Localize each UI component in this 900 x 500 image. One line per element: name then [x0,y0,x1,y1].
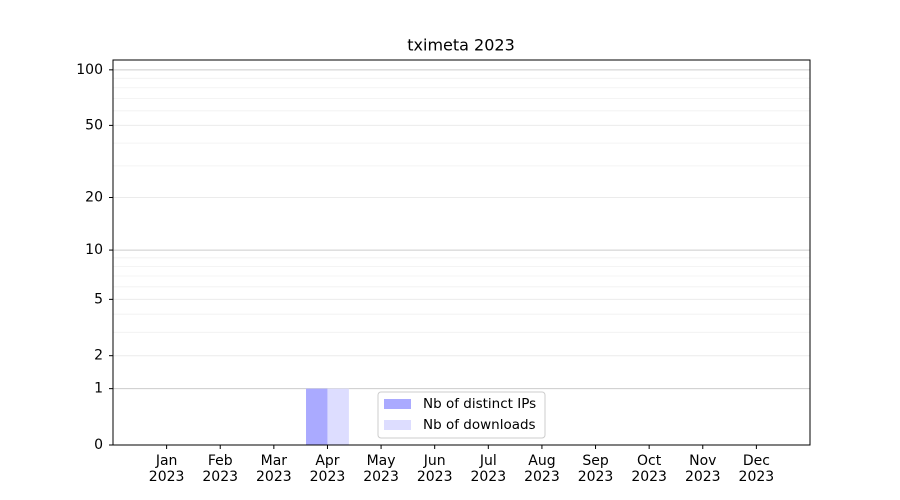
y-tick-label: 2 [94,348,103,364]
y-tick-label: 50 [85,117,103,133]
x-tick-label: May 2023 [363,453,399,485]
y-tick-label: 10 [85,242,103,258]
x-tick-label: Apr 2023 [309,453,346,485]
y-tick-label: 5 [94,291,103,307]
bar [306,388,328,445]
legend-label: Nb of distinct IPs [423,396,536,412]
plot-frame [112,59,811,446]
legend-swatch [384,420,411,430]
y-tick-label: 20 [85,190,103,206]
x-tick-label: Sep 2023 [577,453,614,485]
legend-label: Nb of downloads [423,417,536,433]
x-tick-label: Nov 2023 [684,453,721,485]
legend-box [377,391,546,439]
chart-title: tximeta 2023 [407,36,515,55]
grid [113,69,810,390]
x-tick-label: Jun 2023 [416,453,453,485]
y-tick-label: 0 [94,437,103,453]
x-tick-label: Mar 2023 [256,453,292,485]
x-tick-label: Jul 2023 [470,453,507,485]
legend: Nb of distinct IPs Nb of downloads [377,391,546,439]
x-tick-label: Jan 2023 [148,453,185,485]
x-tick-label: Dec 2023 [738,453,775,485]
y-tick-label: 100 [76,62,103,78]
bar [327,388,349,445]
y-tick-label: 1 [94,381,103,397]
legend-swatch [384,399,411,409]
x-tick-label: Aug 2023 [524,453,560,485]
x-tick-label: Oct 2023 [631,453,667,485]
x-tick-label: Feb 2023 [202,453,239,485]
